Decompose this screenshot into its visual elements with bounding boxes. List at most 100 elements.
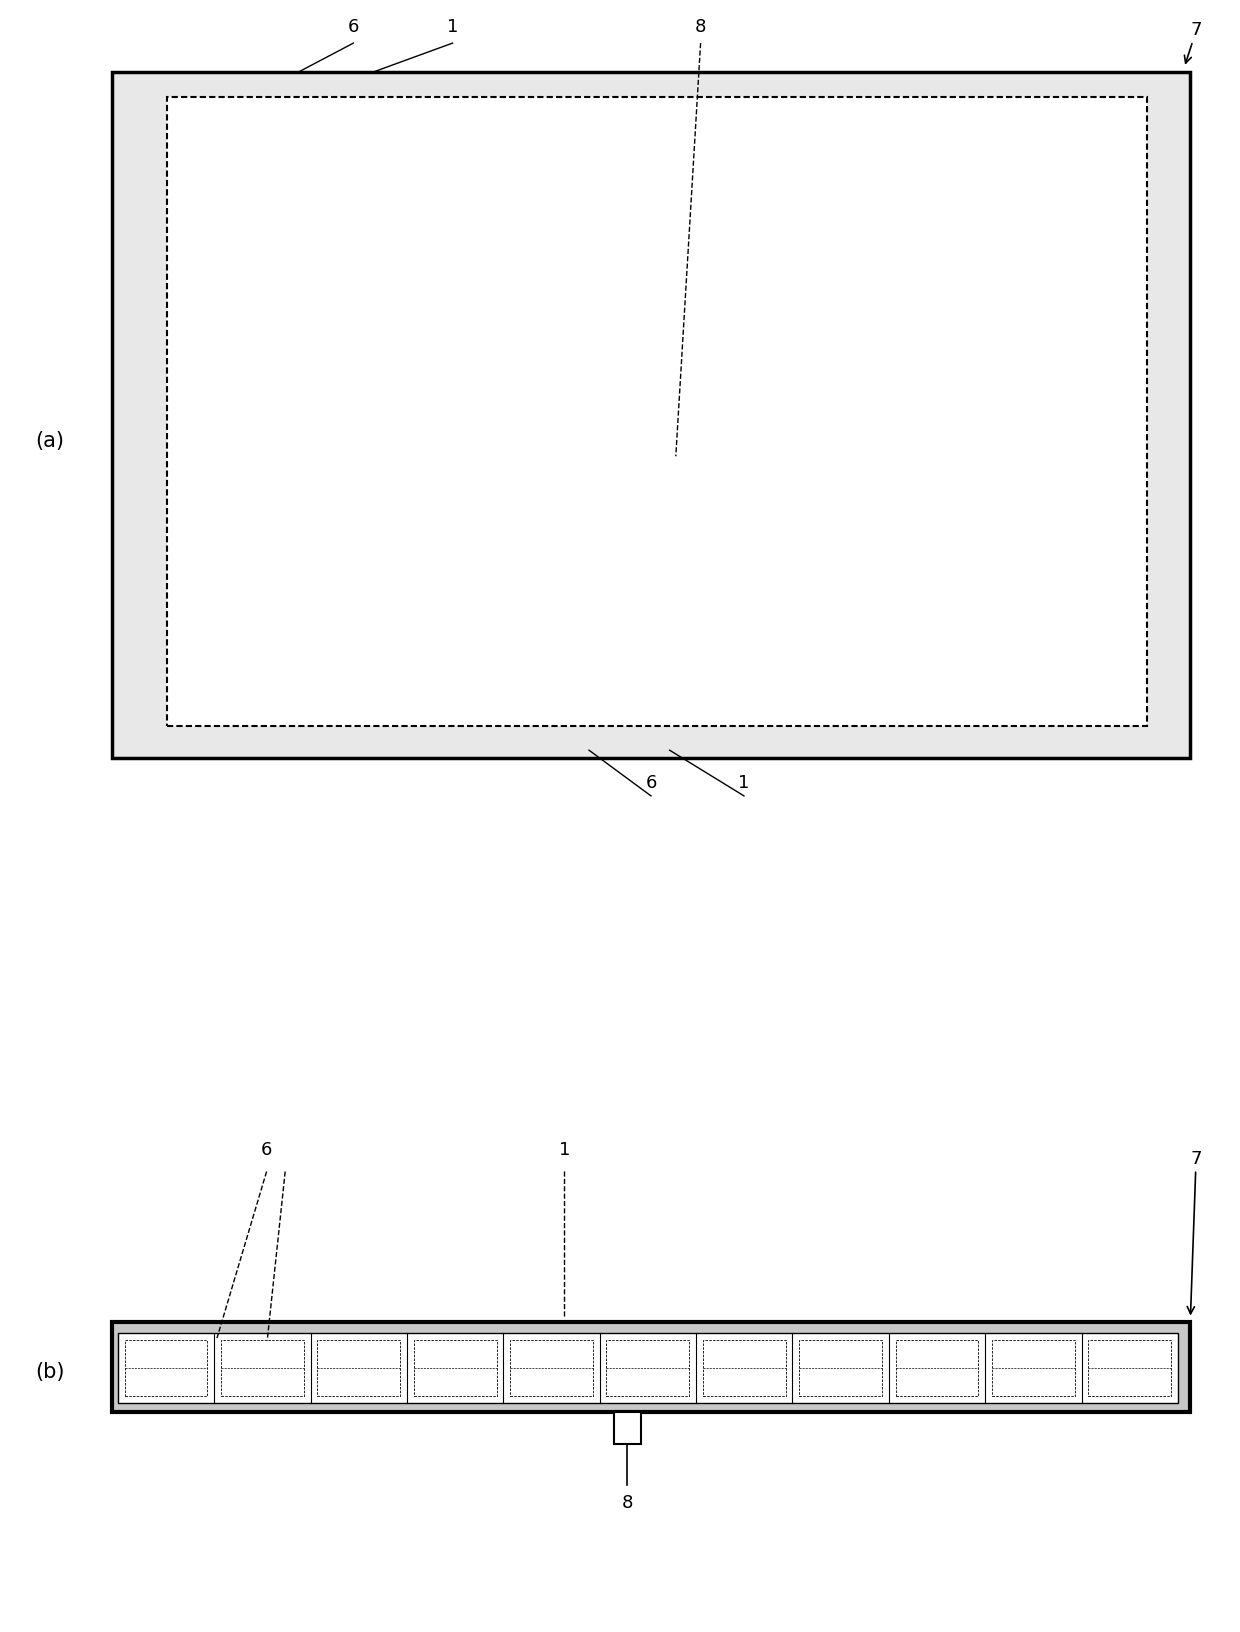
Bar xyxy=(1048,508,1066,558)
Bar xyxy=(787,687,800,702)
Bar xyxy=(1095,367,1132,457)
Bar xyxy=(415,563,428,578)
Bar xyxy=(556,563,569,578)
Bar xyxy=(290,242,327,333)
Bar xyxy=(112,73,1190,759)
Bar xyxy=(205,514,210,526)
Bar xyxy=(339,367,376,457)
Bar xyxy=(853,669,858,681)
Bar xyxy=(577,654,582,664)
Bar xyxy=(577,405,582,416)
Bar xyxy=(792,266,797,276)
Bar xyxy=(987,491,1024,583)
Bar xyxy=(200,313,212,330)
Bar xyxy=(293,633,311,682)
Bar xyxy=(572,313,584,330)
Bar xyxy=(771,367,807,457)
Bar xyxy=(988,437,1001,454)
Polygon shape xyxy=(715,602,815,720)
Text: 1: 1 xyxy=(446,18,459,36)
Bar xyxy=(792,669,797,681)
Bar xyxy=(745,405,749,416)
Bar xyxy=(832,384,851,434)
Bar xyxy=(636,405,641,416)
Bar xyxy=(232,313,246,330)
Bar xyxy=(554,242,591,333)
Polygon shape xyxy=(288,233,331,343)
Bar xyxy=(469,171,474,183)
Bar xyxy=(853,638,858,650)
Bar xyxy=(446,615,484,707)
Bar xyxy=(792,157,797,168)
Polygon shape xyxy=(823,478,924,596)
Bar xyxy=(253,281,258,292)
Bar xyxy=(231,118,268,209)
Bar xyxy=(312,281,317,292)
Bar xyxy=(185,384,203,434)
Bar xyxy=(853,390,858,401)
Bar xyxy=(312,405,317,416)
Bar xyxy=(1003,563,1016,578)
Bar xyxy=(420,281,425,292)
Bar xyxy=(615,118,652,209)
Bar xyxy=(773,313,785,330)
Bar xyxy=(895,437,908,454)
Bar xyxy=(684,514,689,526)
Bar xyxy=(665,189,677,204)
Bar xyxy=(880,135,899,184)
Bar xyxy=(247,563,260,578)
Polygon shape xyxy=(719,233,763,343)
Bar xyxy=(1063,189,1076,204)
Bar xyxy=(1096,508,1115,558)
Bar xyxy=(680,313,692,330)
Bar xyxy=(401,384,419,434)
Bar xyxy=(339,491,376,583)
Polygon shape xyxy=(1043,233,1087,343)
Bar xyxy=(1069,295,1074,307)
Bar xyxy=(361,266,366,276)
Bar xyxy=(523,687,536,702)
Polygon shape xyxy=(391,104,491,222)
Bar xyxy=(401,633,419,682)
Bar xyxy=(355,563,368,578)
Bar xyxy=(355,189,368,204)
Bar xyxy=(745,157,749,168)
Bar xyxy=(939,491,976,583)
Bar xyxy=(636,654,641,664)
Bar xyxy=(900,421,905,431)
Bar xyxy=(636,638,641,650)
Bar xyxy=(940,508,959,558)
Bar xyxy=(1003,437,1016,454)
Bar xyxy=(665,384,683,434)
Bar xyxy=(684,142,689,152)
Polygon shape xyxy=(443,357,487,467)
Polygon shape xyxy=(500,228,599,346)
Bar xyxy=(900,654,905,664)
Bar xyxy=(523,313,536,330)
Bar xyxy=(528,405,533,416)
Bar xyxy=(205,545,210,557)
Bar xyxy=(880,633,899,682)
Bar xyxy=(961,142,966,152)
Bar xyxy=(880,384,899,434)
Bar xyxy=(420,638,425,650)
Bar xyxy=(832,135,851,184)
Bar xyxy=(1069,266,1074,276)
Bar xyxy=(853,654,858,664)
Polygon shape xyxy=(503,233,547,343)
Bar xyxy=(853,514,858,526)
Bar xyxy=(1008,171,1013,183)
Bar xyxy=(1047,242,1084,333)
Bar xyxy=(554,615,591,707)
Bar xyxy=(636,171,641,183)
Bar xyxy=(184,313,197,330)
Polygon shape xyxy=(396,233,439,343)
Bar xyxy=(1008,295,1013,307)
Bar xyxy=(253,638,258,650)
Bar xyxy=(340,437,353,454)
Bar xyxy=(182,367,219,457)
Bar xyxy=(449,508,467,558)
Bar xyxy=(961,669,966,681)
Bar xyxy=(745,638,749,650)
Bar xyxy=(665,437,677,454)
